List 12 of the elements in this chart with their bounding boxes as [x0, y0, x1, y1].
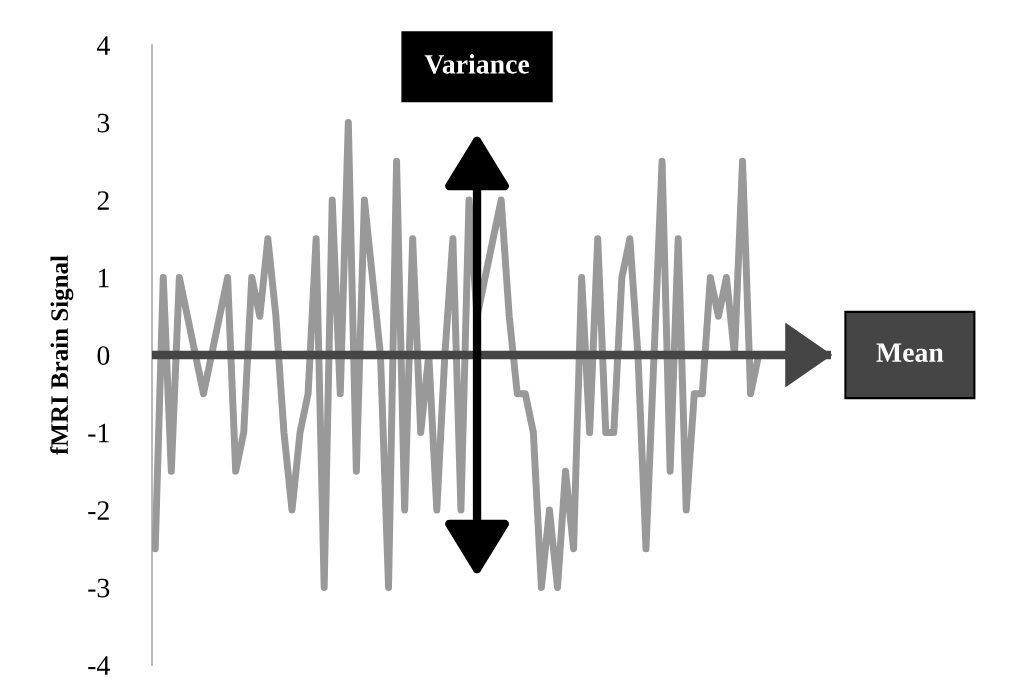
- y-tick-label: 4: [96, 36, 110, 55]
- y-tick-label: -2: [88, 501, 109, 520]
- y-axis-title: fMRI Brain Signal: [50, 255, 74, 455]
- y-tick-label: 0: [97, 346, 110, 365]
- y-tick-label: 2: [97, 191, 109, 210]
- y-tick-label: -3: [88, 578, 110, 598]
- y-tick-label: 1: [98, 268, 109, 288]
- y-tick-label: 3: [97, 113, 110, 133]
- y-tick-label: -1: [88, 423, 109, 443]
- ref-line-label: Mean: [876, 343, 944, 362]
- annotation: Variance: [424, 54, 530, 74]
- y-tick-label: -4: [88, 656, 110, 675]
